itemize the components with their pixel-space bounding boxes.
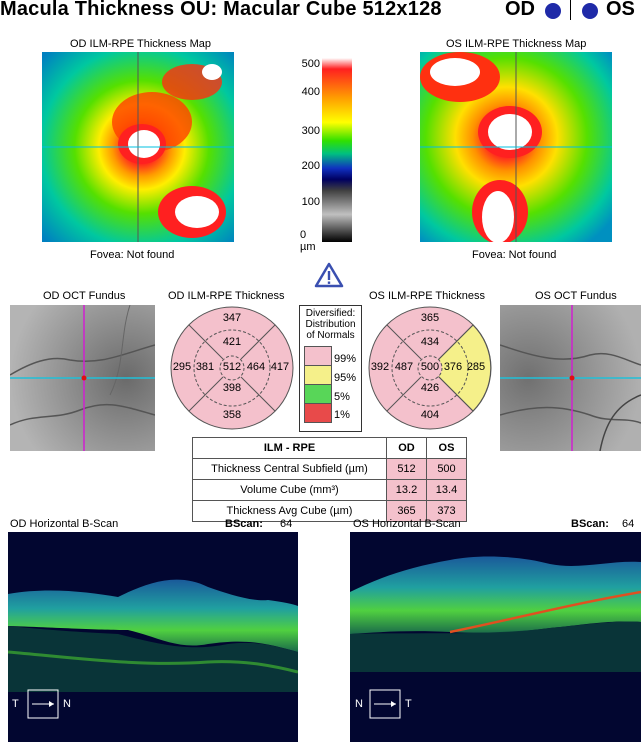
thickness-color-scale — [322, 58, 352, 242]
warning-icon[interactable] — [314, 262, 344, 288]
os-right-outer-value: 285 — [466, 361, 486, 373]
os-bscan-right-orientation: T — [405, 698, 412, 710]
os-bottom-outer-value: 404 — [420, 409, 440, 421]
table-row: Volume Cube (mm³) 13.2 13.4 — [192, 479, 467, 501]
od-bottom-inner-value: 398 — [222, 382, 242, 394]
od-thickness-map[interactable] — [42, 52, 234, 242]
os-bscan-image[interactable] — [350, 532, 641, 742]
od-bscan-number: 64 — [280, 518, 293, 530]
row-od-value: 365 — [386, 500, 427, 522]
od-eye-label: OD — [505, 0, 535, 20]
normals-label-95: 95% — [334, 372, 357, 384]
row-os-value: 373 — [426, 500, 467, 522]
os-bottom-inner-value: 426 — [420, 382, 440, 394]
od-left-outer-value: 295 — [172, 361, 192, 373]
os-eye-indicator-icon — [582, 3, 598, 19]
od-grid-title: OD ILM-RPE Thickness — [168, 290, 285, 302]
normals-swatch-95 — [304, 365, 332, 385]
header-separator — [570, 0, 571, 20]
od-fovea-status: Fovea: Not found — [90, 249, 175, 261]
normals-label-5: 5% — [334, 391, 350, 403]
normals-label-99: 99% — [334, 353, 357, 365]
od-right-inner-value: 464 — [246, 361, 266, 373]
ilm-rpe-summary-table: ILM - RPE OD OS Thickness Central Subfie… — [192, 437, 467, 522]
table-row: Thickness Central Subfield (µm) 512 500 — [192, 458, 467, 480]
normals-swatch-1 — [304, 403, 332, 423]
page-title: Macula Thickness OU: Macular Cube 512x12… — [0, 0, 442, 20]
row-od-value: 512 — [386, 458, 427, 480]
od-bscan-left-orientation: T — [12, 698, 19, 710]
scale-tick-200: 200 — [301, 160, 320, 172]
row-label: Volume Cube (mm³) — [192, 479, 387, 501]
os-top-inner-value: 434 — [420, 336, 440, 348]
scale-tick-300: 300 — [301, 125, 320, 137]
os-thickness-map[interactable] — [420, 52, 612, 242]
table-header-measure: ILM - RPE — [192, 437, 387, 459]
os-left-inner-value: 487 — [394, 361, 414, 373]
os-etdrs-grid[interactable] — [365, 305, 495, 431]
scale-tick-100: 100 — [301, 196, 320, 208]
od-right-outer-value: 417 — [270, 361, 290, 373]
normals-heading-line2: Distribution — [305, 319, 356, 330]
os-bscan-left-orientation: N — [355, 698, 363, 710]
od-bscan-title: OD Horizontal B-Scan — [10, 518, 119, 530]
od-etdrs-grid[interactable] — [167, 305, 297, 431]
od-center-value: 512 — [222, 361, 242, 373]
row-os-value: 13.4 — [426, 479, 467, 501]
table-row: Thickness Avg Cube (µm) 365 373 — [192, 500, 467, 522]
od-top-outer-value: 347 — [222, 312, 242, 324]
os-fundus-image[interactable] — [500, 305, 641, 451]
row-label: Thickness Avg Cube (µm) — [192, 500, 387, 522]
scale-tick-500: 500 — [301, 58, 320, 70]
scale-tick-zero: 0 µm — [300, 229, 316, 253]
table-header-od: OD — [386, 437, 427, 459]
normals-swatch-5 — [304, 384, 332, 404]
os-bscan-title: OS Horizontal B-Scan — [353, 518, 461, 530]
scale-tick-400: 400 — [301, 86, 320, 98]
table-header-os: OS — [426, 437, 467, 459]
normals-heading-line1: Diversified: — [305, 308, 356, 319]
od-bottom-outer-value: 358 — [222, 409, 242, 421]
normals-label-1: 1% — [334, 409, 350, 421]
table-header-row: ILM - RPE OD OS — [192, 437, 467, 459]
os-left-outer-value: 392 — [370, 361, 390, 373]
normals-swatch-99 — [304, 346, 332, 366]
os-center-value: 500 — [420, 361, 440, 373]
row-od-value: 13.2 — [386, 479, 427, 501]
row-os-value: 500 — [426, 458, 467, 480]
os-grid-title: OS ILM-RPE Thickness — [369, 290, 485, 302]
normals-legend: Diversified: Distribution of Normals 99%… — [299, 305, 362, 432]
os-fovea-status: Fovea: Not found — [472, 249, 557, 261]
os-thickness-map-title: OS ILM-RPE Thickness Map — [446, 38, 587, 50]
od-thickness-map-title: OD ILM-RPE Thickness Map — [70, 38, 212, 50]
row-label: Thickness Central Subfield (µm) — [192, 458, 387, 480]
os-right-inner-value: 376 — [443, 361, 463, 373]
od-eye-indicator-icon — [545, 3, 561, 19]
normals-heading-line3: of Normals — [306, 330, 355, 341]
od-bscan-right-orientation: N — [63, 698, 71, 710]
od-top-inner-value: 421 — [222, 336, 242, 348]
od-fundus-image[interactable] — [10, 305, 155, 451]
od-fundus-title: OD OCT Fundus — [43, 290, 126, 302]
os-fundus-title: OS OCT Fundus — [535, 290, 617, 302]
os-eye-label: OS — [606, 0, 635, 20]
os-bscan-number: 64 — [622, 518, 635, 530]
od-left-inner-value: 381 — [195, 361, 215, 373]
os-bscan-label: BScan: — [571, 518, 609, 530]
od-bscan-label: BScan: — [225, 518, 263, 530]
os-top-outer-value: 365 — [420, 312, 440, 324]
od-bscan-image[interactable] — [8, 532, 298, 742]
